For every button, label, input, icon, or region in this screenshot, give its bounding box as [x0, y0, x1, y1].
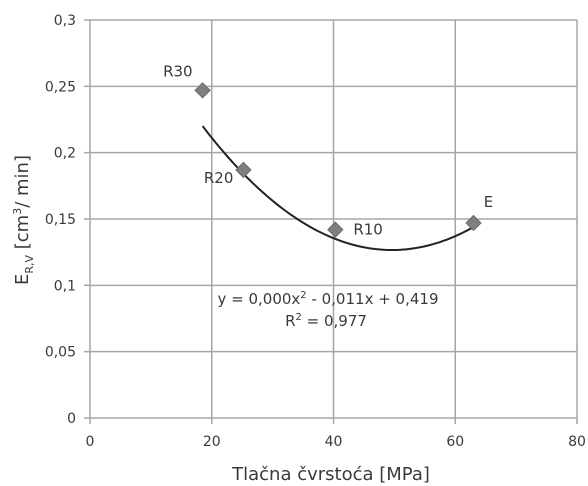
data-points: R30 R20 R10 E — [163, 62, 493, 238]
y-tick-label: 0,3 — [54, 13, 76, 29]
point-label-r20: R20 — [204, 169, 234, 187]
y-tick-label: 0,25 — [45, 79, 76, 95]
y-tick-label: 0,2 — [54, 146, 76, 162]
r2-label: R2 = 0,977 — [285, 312, 367, 330]
x-tick-label: 60 — [446, 434, 464, 450]
x-tick-label: 20 — [203, 434, 221, 450]
x-tick-label: 0 — [86, 434, 95, 450]
y-tick-label: 0,15 — [45, 212, 76, 228]
x-tick-label: 40 — [325, 434, 343, 450]
data-point-r10 — [328, 222, 343, 237]
point-label-e: E — [484, 193, 493, 211]
data-point-r30 — [195, 83, 210, 98]
point-label-r30: R30 — [163, 62, 193, 80]
x-axis-title: Tlačna čvrstoća [MPa] — [231, 464, 430, 485]
y-tick-label: 0 — [67, 411, 76, 427]
x-tick-label: 80 — [568, 434, 586, 450]
data-point-r20 — [236, 162, 251, 177]
y-tick-label: 0,1 — [54, 278, 76, 294]
data-point-e — [466, 215, 481, 230]
y-axis-title: ER,V [cm3/ min] — [11, 155, 36, 285]
y-tick-label: 0,05 — [45, 345, 76, 361]
tick-labels: 0 0,05 0,1 0,15 0,2 0,25 0,3 0 20 40 60 80 — [45, 13, 586, 450]
grid — [84, 20, 577, 424]
equation-label: y = 0,000x2 - 0,011x + 0,419 — [217, 290, 438, 308]
point-label-r10: R10 — [353, 221, 383, 239]
